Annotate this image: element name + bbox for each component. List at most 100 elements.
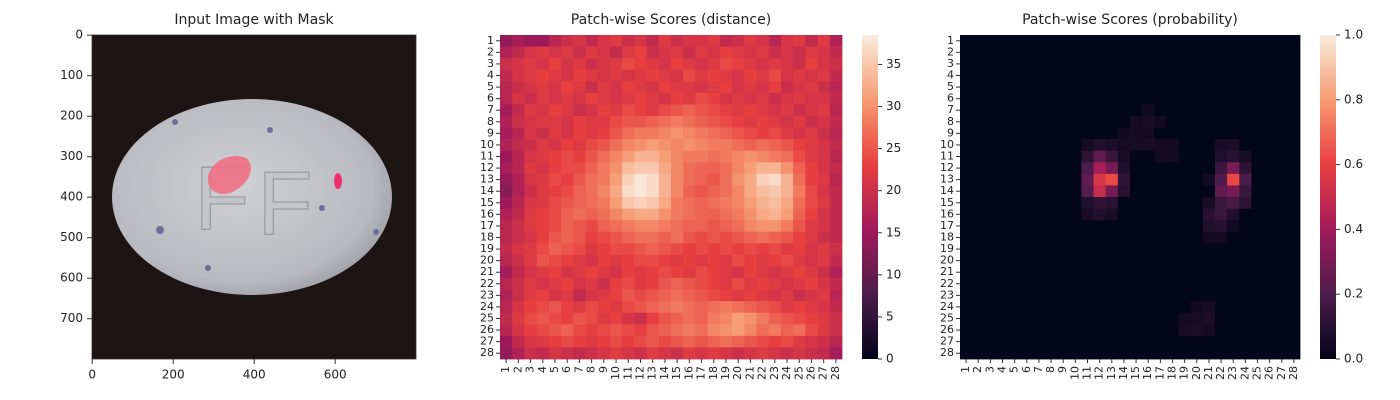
heatmap-cell (536, 104, 550, 117)
x-tick-label: 27 (1275, 366, 1288, 380)
heatmap-cell (1130, 185, 1143, 198)
heatmap-cell (780, 162, 794, 175)
heatmap-cell (984, 266, 997, 279)
heatmap-cell (1093, 116, 1107, 128)
heatmap-cell (622, 150, 635, 163)
heatmap-cell (793, 220, 806, 233)
heatmap-cell (634, 35, 647, 47)
heatmap-cell (996, 46, 1009, 59)
heatmap-cell (609, 116, 623, 128)
heatmap-cell (1117, 127, 1131, 140)
heatmap-cell (1275, 162, 1289, 175)
heatmap-cell (561, 197, 574, 209)
heatmap-cell (561, 104, 574, 117)
heatmap-cell (1069, 173, 1082, 186)
heatmap-cell (1081, 197, 1094, 209)
heatmap-cell (1239, 254, 1252, 267)
heatmap-cell (573, 185, 586, 198)
heatmap-cell (658, 185, 672, 198)
heatmap-cell (512, 347, 525, 360)
heatmap-cell (984, 231, 997, 244)
y-tick-label: 18 (480, 231, 494, 244)
heatmap-cell (573, 266, 586, 279)
heatmap-cell (1251, 35, 1264, 47)
x-tick-label: 23 (1226, 366, 1239, 380)
heatmap-cell (634, 104, 647, 117)
heatmap-cell (1227, 254, 1240, 267)
y-tick-label: 27 (480, 335, 494, 348)
heatmap-cell (683, 92, 696, 105)
heatmap-cell (512, 185, 525, 198)
heatmap-cell (707, 185, 721, 198)
heatmap-cell (695, 301, 709, 314)
heatmap-cell (561, 289, 574, 302)
heatmap-cell (1215, 139, 1228, 152)
y-tick-label: 24 (480, 300, 494, 313)
heatmap-cell (1008, 127, 1022, 140)
heatmap-cell (1275, 243, 1289, 256)
heatmap-cell (536, 69, 550, 82)
heatmap-cell (597, 243, 611, 256)
heatmap-cell (960, 127, 973, 140)
y-tick-label: 1 (947, 34, 954, 47)
heatmap-cell (780, 69, 794, 82)
heatmap-cell (1069, 139, 1082, 152)
heatmap-cell (829, 312, 843, 325)
heatmap-cell (817, 197, 831, 209)
heatmap-cell (634, 312, 647, 325)
heatmap-cell (732, 312, 745, 325)
heatmap-cell (768, 243, 782, 256)
heatmap-cell (1251, 254, 1264, 267)
heatmap-cell (1263, 92, 1277, 105)
heatmap-cell (768, 266, 782, 279)
heatmap-cell (1227, 127, 1240, 140)
heatmap-cell (1093, 266, 1107, 279)
heatmap-cell (646, 185, 660, 198)
heatmap-cell (597, 104, 611, 117)
heatmap-cell (829, 127, 843, 140)
heatmap-cell (1287, 162, 1301, 175)
heatmap-cell (756, 173, 770, 186)
heatmap-cell (646, 197, 660, 209)
heatmap-cell (1239, 289, 1252, 302)
heatmap-cell (1215, 197, 1228, 209)
heatmap-cell (646, 92, 660, 105)
heatmap-cell (1008, 150, 1022, 163)
heatmap-cell (585, 278, 599, 290)
heatmap-cell (719, 324, 733, 337)
heatmap-cell (561, 208, 574, 221)
heatmap-cell (1130, 289, 1143, 302)
heatmap-cell (768, 312, 782, 325)
heatmap-cell (1032, 69, 1046, 82)
heatmap-cell (561, 301, 574, 314)
heatmap-cell (512, 312, 525, 325)
x-tick-label: 16 (682, 366, 695, 380)
heatmap-cell (768, 58, 782, 71)
heatmap-cell (1178, 324, 1192, 337)
heatmap-cell (561, 312, 574, 325)
heatmap-cell (719, 139, 733, 152)
heatmap-cell (1287, 35, 1301, 47)
heatmap-cell (512, 81, 525, 94)
heatmap-cell (719, 116, 733, 128)
heatmap-cell (719, 150, 733, 163)
heatmap-cell (512, 104, 525, 117)
heatmap-cell (1202, 139, 1216, 152)
heatmap-cell (1166, 127, 1179, 140)
heatmap-cell (512, 197, 525, 209)
heatmap-cell (1287, 173, 1301, 186)
heatmap-cell (984, 197, 997, 209)
heatmap-cell (646, 150, 660, 163)
heatmap-cell (561, 150, 574, 163)
y-tick-label: 11 (940, 150, 954, 163)
heatmap-cell (634, 46, 647, 59)
heatmap-cell (1251, 104, 1264, 117)
heatmap-cell (1287, 185, 1301, 198)
heatmap-cell (1178, 104, 1192, 117)
x-tick-label: 8 (1044, 366, 1057, 373)
heatmap-cell (984, 347, 997, 360)
heatmap-cell (500, 116, 513, 128)
heatmap-cell (1215, 81, 1228, 94)
heatmap-cell (1081, 162, 1094, 175)
heatmap-cell (1057, 278, 1070, 290)
